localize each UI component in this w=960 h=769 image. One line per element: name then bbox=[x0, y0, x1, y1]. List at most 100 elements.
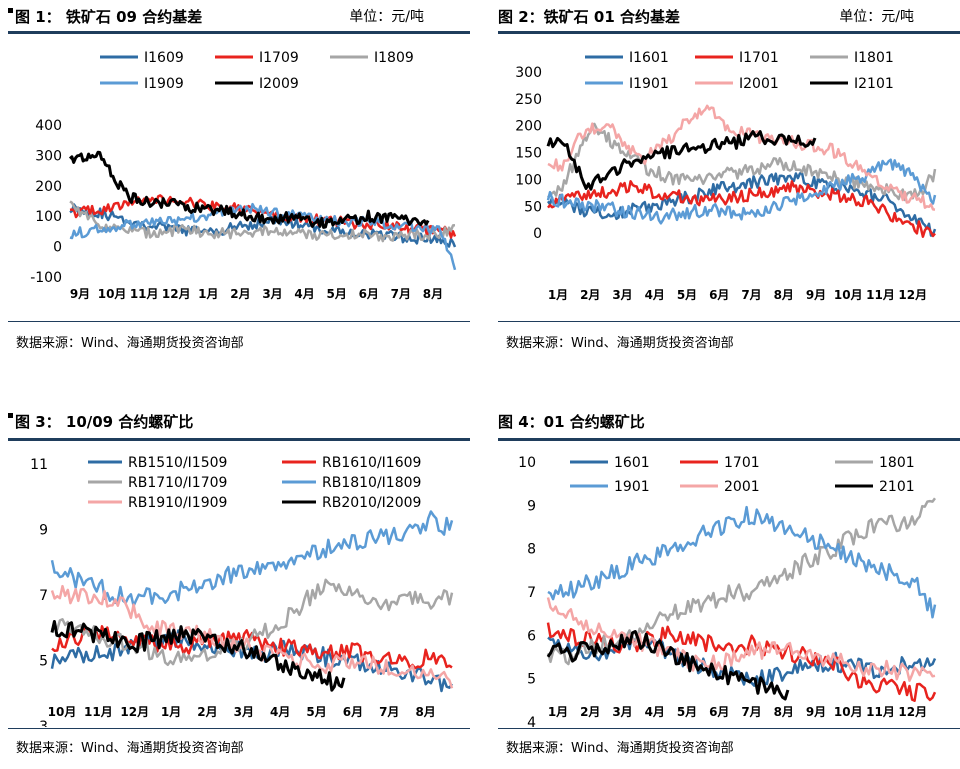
y-tick-label: 9 bbox=[527, 498, 536, 514]
chart-unit: 单位：元/吨 bbox=[349, 9, 424, 25]
y-tick-label: 300 bbox=[515, 65, 542, 81]
series-line-i1701 bbox=[547, 180, 936, 238]
chart-title: 图 1： 铁矿石 09 合约基差 bbox=[8, 6, 202, 27]
x-tick-label: 10月 bbox=[98, 287, 127, 301]
y-tick-label: 7 bbox=[527, 585, 536, 601]
y-tick-label: 5 bbox=[39, 654, 48, 670]
x-tick-label: 3月 bbox=[262, 287, 282, 301]
series-line-i1901 bbox=[546, 158, 937, 225]
x-tick-label: 2月 bbox=[580, 288, 600, 302]
series-line-rb1710-i1709 bbox=[50, 578, 454, 667]
series-line-i2009 bbox=[68, 150, 430, 229]
x-tick-label: 7月 bbox=[391, 287, 411, 301]
x-tick-label: 7月 bbox=[379, 705, 399, 719]
top-rule bbox=[8, 31, 470, 34]
y-tick-label: 5 bbox=[527, 672, 536, 688]
series-line-i1909 bbox=[69, 202, 457, 271]
y-tick-label: 400 bbox=[35, 118, 62, 134]
y-tick-label: 200 bbox=[35, 179, 62, 195]
y-tick-label: 300 bbox=[35, 148, 62, 164]
chart-panel-2: 图 2：铁矿石 01 合约基差 单位：元/吨 300 250 200 150 100 50… bbox=[490, 0, 960, 360]
bottom-rule bbox=[8, 321, 470, 322]
x-tick-label: 4月 bbox=[645, 288, 665, 302]
legend-label: I1601 bbox=[629, 50, 669, 66]
y-tick-label: 6 bbox=[527, 628, 536, 644]
y-tick-label: -100 bbox=[30, 270, 62, 286]
x-tick-label: 12月 bbox=[120, 705, 149, 719]
legend-label: I2101 bbox=[854, 76, 894, 92]
chart-title: 图 2：铁矿石 01 合约基差 bbox=[498, 8, 680, 26]
x-tick-label: 7月 bbox=[741, 288, 761, 302]
x-tick-label: 9月 bbox=[70, 287, 90, 301]
y-tick-label: 4 bbox=[527, 715, 536, 727]
series-line-i2101 bbox=[546, 130, 817, 191]
y-tick-label: 9 bbox=[39, 523, 48, 539]
chart-title: 图 4：01 合约螺矿比 bbox=[498, 413, 645, 431]
legend-label: RB2010/I2009 bbox=[322, 495, 421, 511]
series-line-i1601 bbox=[546, 171, 937, 237]
x-tick-label: 2月 bbox=[230, 287, 250, 301]
x-tick-label: 12月 bbox=[162, 287, 191, 301]
x-tick-label: 9月 bbox=[806, 288, 826, 302]
x-tick-label: 8月 bbox=[423, 287, 443, 301]
chart-panel-4: 图 4：01 合约螺矿比 10 9 8 7 6 5 4 1月 2月 3月 4月 5月 6月 7月 8月 9月 1… bbox=[490, 405, 960, 769]
legend-label: RB1710/I1709 bbox=[128, 475, 227, 491]
line-chart: 10 9 8 7 6 5 4 1月 2月 3月 4月 5月 6月 7月 8月 9月 10月 11月 12月 1601 1… bbox=[518, 455, 937, 727]
legend-label: I1809 bbox=[374, 50, 414, 66]
x-tick-label: 4月 bbox=[270, 705, 290, 719]
series-line-i1809 bbox=[69, 200, 456, 243]
y-tick-label: 200 bbox=[515, 119, 542, 135]
bottom-rule bbox=[8, 728, 470, 729]
top-rule bbox=[498, 438, 960, 441]
legend-label: 1901 bbox=[614, 479, 650, 495]
x-tick-label: 1月 bbox=[548, 705, 568, 719]
series-line-i2001 bbox=[547, 104, 936, 211]
x-tick-label: 9月 bbox=[806, 705, 826, 719]
x-tick-label: 10月 bbox=[48, 705, 77, 719]
data-source: 数据来源：Wind、海通期货投资咨询部 bbox=[16, 336, 244, 351]
legend-label: I1801 bbox=[854, 50, 894, 66]
x-tick-label: 5月 bbox=[306, 705, 326, 719]
x-tick-label: 8月 bbox=[415, 705, 435, 719]
x-tick-label: 11月 bbox=[866, 705, 895, 719]
x-tick-label: 5月 bbox=[326, 287, 346, 301]
legend-label: I1709 bbox=[259, 50, 299, 66]
legend-label: I2001 bbox=[739, 76, 779, 92]
data-source: 数据来源：Wind、海通期货投资咨询部 bbox=[506, 336, 734, 351]
legend-label: RB1910/I1909 bbox=[128, 495, 227, 511]
y-tick-label: 100 bbox=[35, 209, 62, 225]
x-tick-label: 3月 bbox=[234, 705, 254, 719]
y-tick-label: 150 bbox=[515, 146, 542, 162]
legend-label: 1601 bbox=[614, 455, 650, 471]
y-tick-label: 3 bbox=[39, 719, 48, 727]
legend-label: I1609 bbox=[144, 50, 184, 66]
x-tick-label: 5月 bbox=[677, 705, 697, 719]
x-tick-label: 7月 bbox=[741, 705, 761, 719]
x-tick-label: 5月 bbox=[677, 288, 697, 302]
legend-label: 2101 bbox=[879, 479, 915, 495]
x-tick-label: 8月 bbox=[774, 288, 794, 302]
y-tick-label: 0 bbox=[533, 226, 542, 242]
x-tick-label: 10月 bbox=[834, 705, 863, 719]
x-tick-label: 4月 bbox=[294, 287, 314, 301]
y-tick-label: 50 bbox=[524, 199, 542, 215]
y-tick-label: 7 bbox=[39, 588, 48, 604]
line-chart: 400 300 200 100 0 -100 9月 10月 11月 12月 1月 2月 3月 4月 5月 6月… bbox=[30, 50, 457, 301]
x-tick-label: 6月 bbox=[343, 705, 363, 719]
top-rule bbox=[498, 31, 960, 34]
x-tick-label: 2月 bbox=[197, 705, 217, 719]
x-tick-label: 12月 bbox=[898, 288, 927, 302]
top-rule bbox=[8, 438, 470, 441]
x-tick-label: 1月 bbox=[198, 287, 218, 301]
bottom-rule bbox=[498, 321, 960, 322]
chart-title: 图 3： 10/09 合约螺矿比 bbox=[8, 411, 193, 432]
legend-label: I1701 bbox=[739, 50, 779, 66]
y-tick-label: 10 bbox=[518, 455, 536, 471]
legend-label: 1801 bbox=[879, 455, 915, 471]
x-tick-label: 10月 bbox=[834, 288, 863, 302]
y-tick-label: 8 bbox=[527, 542, 536, 558]
data-source: 数据来源：Wind、海通期货投资咨询部 bbox=[506, 741, 734, 756]
legend-label: RB1810/I1809 bbox=[322, 475, 421, 491]
